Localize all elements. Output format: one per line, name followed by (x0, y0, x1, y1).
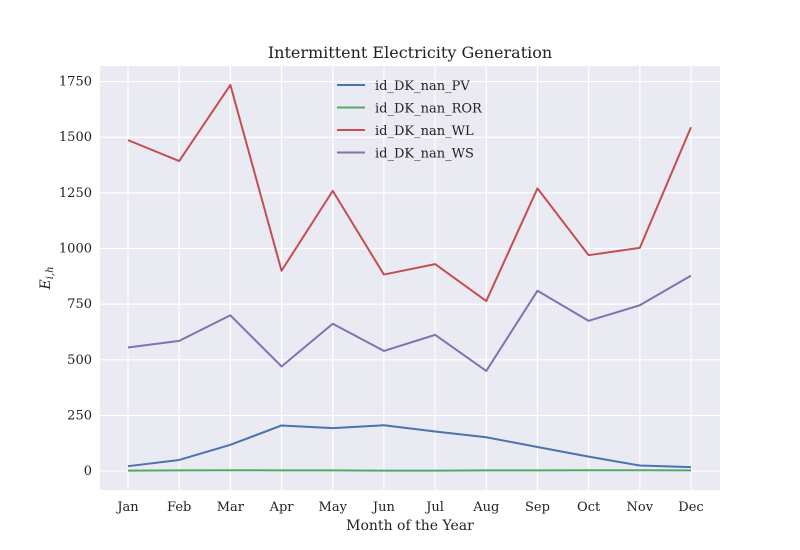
x-tick-labels: Jan Feb Mar Apr May Jun Jul Aug Sep Oct Nov Dec (115, 500, 703, 515)
legend: id_DK_nan_PV id_DK_nan_ROR id_DK_nan_WL id_… (337, 79, 483, 162)
x-tick-label: Aug (472, 500, 499, 515)
legend-label: id_DK_nan_WS (375, 147, 474, 162)
x-tick-label: Dec (678, 500, 703, 515)
y-tick-label: 500 (67, 353, 92, 368)
x-tick-label: Sep (525, 500, 550, 515)
series-line (127, 424, 692, 469)
legend-label: id_DK_nan_ROR (375, 102, 483, 117)
x-tick-label: Feb (167, 500, 191, 515)
x-tick-label: Mar (217, 500, 245, 515)
x-tick-label: Jun (371, 500, 396, 515)
y-axis-label: Ei,h (38, 266, 56, 290)
series-line (127, 274, 692, 372)
x-tick-label: Apr (269, 500, 295, 515)
gridlines (100, 66, 720, 490)
series-line (127, 83, 692, 303)
y-tick-label: 1250 (59, 186, 92, 201)
y-tick-label: 1000 (59, 242, 92, 257)
y-tick-label: 750 (67, 297, 92, 312)
series-lines (127, 83, 692, 472)
chart-title: Intermittent Electricity Generation (268, 43, 552, 62)
x-tick-label: Jul (424, 500, 444, 515)
x-tick-label: Jan (115, 500, 139, 515)
y-tick-labels: 0 250 500 750 1000 1250 1500 1750 (59, 75, 92, 480)
y-tick-label: 250 (67, 408, 92, 423)
x-tick-label: May (319, 500, 348, 515)
x-axis-label: Month of the Year (346, 518, 474, 534)
x-tick-label: Nov (627, 500, 654, 515)
x-tick-label: Oct (577, 500, 601, 515)
y-tick-label: 0 (84, 464, 92, 479)
legend-label: id_DK_nan_WL (375, 124, 474, 139)
y-tick-label: 1750 (59, 75, 92, 90)
y-tick-label: 1500 (59, 130, 92, 145)
legend-label: id_DK_nan_PV (375, 79, 470, 94)
